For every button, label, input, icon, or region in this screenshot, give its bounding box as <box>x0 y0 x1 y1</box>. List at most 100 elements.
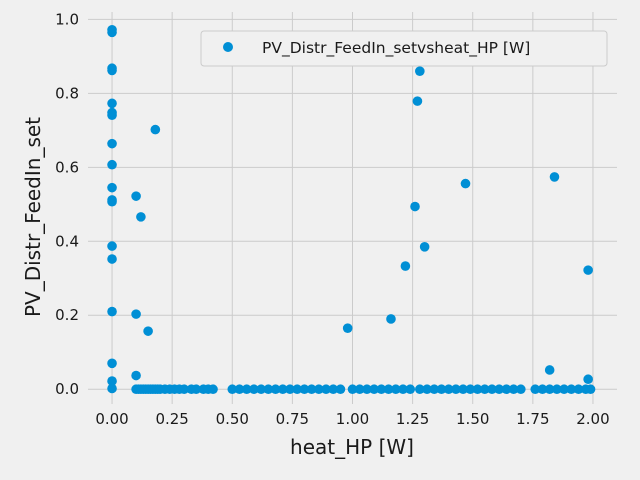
data-point <box>530 384 541 395</box>
data-point <box>479 384 490 395</box>
x-tick-label: 0.75 <box>276 410 309 428</box>
data-point <box>342 323 353 333</box>
x-tick-label: 1.75 <box>516 410 549 428</box>
data-point <box>227 384 238 395</box>
data-point <box>107 376 117 386</box>
y-tick-label: 0.0 <box>55 380 79 398</box>
data-point <box>277 384 288 395</box>
data-point <box>143 326 153 336</box>
y-tick-label: 0.4 <box>55 232 79 250</box>
data-point <box>328 384 339 395</box>
x-tick-label: 2.00 <box>576 410 609 428</box>
data-point <box>321 384 331 395</box>
data-point <box>405 384 416 395</box>
x-tick-label: 1.25 <box>396 410 429 428</box>
data-point <box>516 384 526 395</box>
data-point <box>256 384 266 395</box>
legend-box <box>200 30 608 67</box>
data-point <box>314 384 324 395</box>
data-point <box>285 384 295 395</box>
data-point <box>458 384 468 395</box>
data-point <box>472 384 483 395</box>
data-points <box>107 24 596 395</box>
legend: PV_Distr_FeedIn_setvsheat_HP [W] <box>200 30 608 67</box>
data-point <box>410 201 420 212</box>
data-point <box>131 191 141 201</box>
data-point <box>419 242 430 252</box>
data-point <box>107 358 117 369</box>
data-point <box>386 314 396 324</box>
x-tick-label: 1.50 <box>456 410 489 428</box>
x-tick-label: 0.50 <box>216 410 249 428</box>
data-point <box>415 384 425 395</box>
data-point <box>335 384 346 395</box>
data-point <box>376 384 387 395</box>
data-point <box>559 384 569 395</box>
data-point <box>390 384 401 395</box>
data-point <box>107 27 117 38</box>
data-point <box>179 384 189 395</box>
y-tick-labels: 0.0 0.2 0.4 0.6 0.8 1.0 <box>55 10 79 398</box>
data-point <box>150 124 161 135</box>
legend-marker <box>223 42 233 52</box>
data-point <box>566 384 577 395</box>
data-point <box>537 384 548 395</box>
data-point <box>107 196 117 207</box>
data-point <box>552 384 562 395</box>
data-point <box>107 306 117 317</box>
data-point <box>107 110 117 120</box>
x-tick-label: 1.00 <box>336 410 369 428</box>
data-point <box>292 384 302 395</box>
data-point <box>234 384 245 395</box>
data-point <box>460 178 471 189</box>
data-point <box>354 384 365 395</box>
data-point <box>436 384 447 395</box>
data-point <box>270 384 281 395</box>
data-point <box>107 138 117 149</box>
data-point <box>487 384 497 395</box>
data-point <box>544 365 555 375</box>
legend-label: PV_Distr_FeedIn_setvsheat_HP [W] <box>262 39 530 58</box>
data-point <box>585 384 596 395</box>
x-tick-label: 0.00 <box>95 410 128 428</box>
data-point <box>306 384 317 395</box>
data-point <box>429 384 440 395</box>
data-point <box>549 172 560 182</box>
data-point <box>369 384 379 395</box>
data-point <box>131 309 141 319</box>
data-point <box>208 384 218 395</box>
data-point <box>131 370 141 381</box>
data-point <box>107 182 117 193</box>
data-point <box>398 384 408 395</box>
data-point <box>501 384 512 395</box>
data-point <box>107 98 117 109</box>
data-point <box>573 384 584 395</box>
y-tick-label: 0.8 <box>55 84 79 102</box>
x-tick-labels: 0.00 0.25 0.50 0.75 1.00 1.25 1.50 1.75 2.00 <box>95 410 609 428</box>
data-point <box>107 254 117 264</box>
data-point <box>422 384 432 395</box>
data-point <box>241 384 252 395</box>
data-point <box>451 384 461 395</box>
data-point <box>412 96 423 106</box>
data-point <box>136 212 146 222</box>
data-point <box>107 383 117 394</box>
data-point <box>415 66 425 76</box>
x-axis-label: heat_HP [W] <box>290 435 414 459</box>
data-point <box>191 384 202 395</box>
x-tick-label: 0.25 <box>155 410 188 428</box>
data-point <box>494 384 504 395</box>
data-point <box>347 384 358 395</box>
data-point <box>544 384 555 395</box>
data-point <box>362 384 372 395</box>
data-point <box>400 261 411 271</box>
data-point <box>107 65 117 76</box>
data-point <box>583 374 593 385</box>
y-tick-label: 1.0 <box>55 10 79 28</box>
data-point <box>383 384 394 395</box>
y-axis-label: PV_Distr_FeedIn_set <box>21 117 45 317</box>
y-tick-label: 0.2 <box>55 306 79 324</box>
y-tick-label: 0.6 <box>55 158 79 176</box>
data-point <box>299 384 310 395</box>
